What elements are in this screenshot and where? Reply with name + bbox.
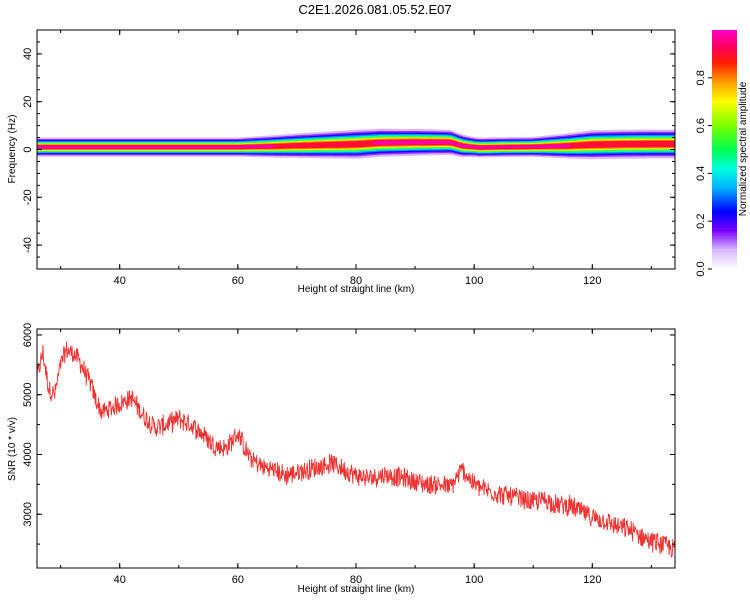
spectrogram-ylabel: Frequency (Hz): [7, 115, 18, 184]
snr-xtick-label: 100: [465, 574, 483, 586]
colorbar-tick-label: 0.6: [695, 118, 707, 133]
spectrogram-ytick-label: -40: [22, 237, 34, 253]
colorbar-tick-label: 0.8: [695, 70, 707, 85]
colorbar-gradient: [712, 30, 737, 269]
spectrogram-ytick-label: -20: [22, 189, 34, 205]
colorbar-ticks: 0.0 0.2 0.4 0.6 0.8: [695, 70, 712, 277]
colorbar: 0.0 0.2 0.4 0.6 0.8 Normalized spectral ampl…: [695, 30, 749, 277]
snr-ytick-label: 6000: [22, 323, 34, 347]
snr-ylabel: SNR (10 * v/v): [7, 417, 18, 481]
colorbar-label: Normalized spectral amplitude: [738, 81, 749, 216]
snr-line-area: [37, 341, 675, 558]
snr-ytick-label: 5000: [22, 382, 34, 406]
spectrogram-xtick-label: 80: [350, 275, 362, 287]
heatmap-contour-9: [37, 140, 675, 149]
spectrogram-xtick-label: 120: [583, 275, 601, 287]
spectrogram-xlabel: Height of straight line (km): [298, 284, 415, 295]
spectrogram-xtick-label: 60: [232, 275, 244, 287]
snr-xlabel: Height of straight line (km): [298, 584, 415, 595]
colorbar-tick-label: 0.0: [695, 261, 707, 276]
spectrogram-heatmap: [37, 128, 675, 160]
snr-ticks: 40 60 80 100 120 6000 5000 4000 3000: [22, 323, 675, 586]
colorbar-tick-label: 0.2: [695, 214, 707, 229]
spectrogram-ticks: 40 60 80 100 120 40 20 0 -20 -40: [22, 29, 675, 287]
chart-title: C2E1.2026.081.05.52.E07: [298, 2, 452, 17]
snr-ytick-label: 3000: [22, 502, 34, 526]
spectrogram-ytick-label: 20: [22, 96, 34, 108]
snr-frame: [36, 328, 676, 569]
snr-ytick-label: 4000: [22, 442, 34, 466]
snr-panel: 40 60 80 100 120 6000 5000 4000 3000 Height of s…: [7, 323, 676, 595]
spectrogram-xtick-label: 100: [465, 275, 483, 287]
snr-xtick-label: 40: [114, 574, 126, 586]
spectrogram-ytick-label: 0: [22, 146, 34, 152]
spectrogram-ytick-label: 40: [22, 48, 34, 60]
spectrogram-xtick-label: 40: [114, 275, 126, 287]
spectrogram-panel: 40 60 80 100 120 40 20 0 -20 -40 Height of straig…: [7, 29, 676, 295]
snr-xtick-label: 120: [583, 574, 601, 586]
snr-xtick-label: 80: [350, 574, 362, 586]
snr-series-line: [37, 341, 675, 558]
snr-xtick-label: 60: [232, 574, 244, 586]
colorbar-tick-label: 0.4: [695, 166, 707, 181]
